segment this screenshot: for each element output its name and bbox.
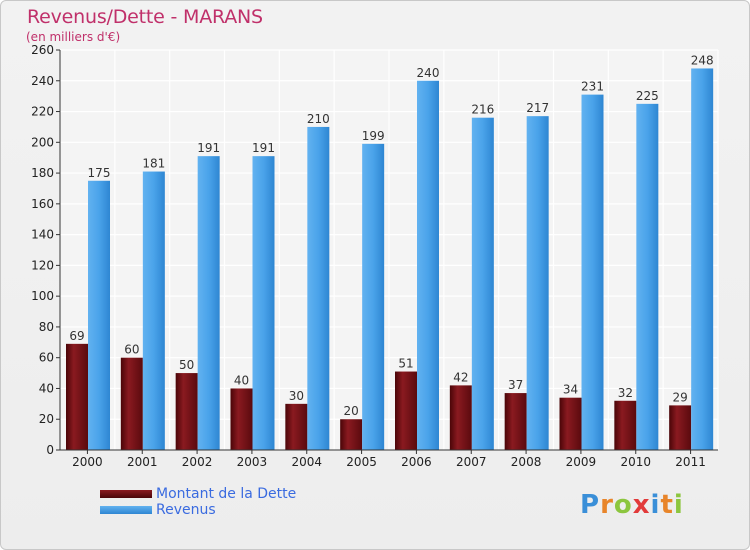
debt-bar bbox=[504, 393, 527, 450]
revenue-value-label: 181 bbox=[142, 157, 165, 171]
revenue-value-label: 199 bbox=[362, 129, 385, 143]
revenue-value-label: 217 bbox=[526, 101, 549, 115]
y-tick-label: 60 bbox=[39, 351, 54, 365]
legend-swatch-revenue bbox=[100, 506, 152, 514]
x-tick-label: 2009 bbox=[566, 455, 597, 469]
revenue-bar bbox=[88, 180, 110, 450]
revenue-value-label: 216 bbox=[471, 103, 494, 117]
debt-value-label: 69 bbox=[69, 329, 84, 343]
revenue-bar bbox=[142, 171, 165, 451]
y-tick-label: 220 bbox=[31, 105, 54, 119]
chart-title: Revenus/Dette - MARANS bbox=[27, 6, 263, 28]
revenue-value-label: 248 bbox=[691, 53, 714, 67]
debt-value-label: 29 bbox=[673, 390, 688, 404]
revenue-bar bbox=[417, 80, 439, 451]
legend-item-debt: Montant de la Dette bbox=[100, 486, 296, 502]
debt-value-label: 50 bbox=[179, 358, 194, 372]
logo-letter: x bbox=[632, 490, 651, 520]
bars bbox=[66, 68, 714, 451]
y-tick-label: 100 bbox=[31, 289, 54, 303]
revenue-value-label: 225 bbox=[636, 89, 659, 103]
debt-bar bbox=[669, 405, 692, 450]
revenue-bar bbox=[526, 116, 549, 451]
debt-value-label: 20 bbox=[344, 404, 359, 418]
debt-value-label: 32 bbox=[618, 386, 633, 400]
debt-value-label: 34 bbox=[563, 383, 578, 397]
debt-value-label: 51 bbox=[398, 357, 413, 371]
revenue-value-label: 231 bbox=[581, 80, 604, 94]
debt-value-label: 60 bbox=[124, 343, 139, 357]
y-tick-label: 80 bbox=[39, 320, 54, 334]
debt-bar bbox=[559, 397, 582, 450]
gridlines bbox=[59, 49, 719, 451]
debt-value-label: 37 bbox=[508, 378, 523, 392]
debt-bar bbox=[66, 343, 88, 450]
revenue-bar bbox=[471, 117, 494, 450]
logo-letter: t bbox=[660, 490, 674, 520]
data-labels: 69 175 60 181 50 191 40 191 30 210 20 199 51 240 42 216… bbox=[69, 53, 713, 418]
logo-letter: o bbox=[613, 490, 633, 520]
revenue-bar bbox=[197, 156, 220, 450]
revenue-bar bbox=[636, 103, 659, 450]
y-tick-label: 0 bbox=[46, 443, 54, 457]
chart-subtitle: (en milliers d'€) bbox=[26, 30, 121, 44]
debt-bar bbox=[285, 403, 308, 450]
axes: 0204060801001201401601802002202402602000… bbox=[31, 43, 718, 469]
debt-value-label: 30 bbox=[289, 389, 304, 403]
x-tick-label: 2004 bbox=[291, 455, 322, 469]
debt-bar bbox=[449, 385, 472, 450]
y-tick-label: 240 bbox=[31, 74, 54, 88]
legend: Montant de la Dette Revenus bbox=[100, 486, 296, 518]
x-tick-label: 2007 bbox=[456, 455, 487, 469]
x-tick-label: 2002 bbox=[182, 455, 213, 469]
proxiti-logo: Proxiti bbox=[580, 490, 684, 520]
y-tick-label: 40 bbox=[39, 381, 54, 395]
debt-value-label: 42 bbox=[453, 370, 468, 384]
x-tick-label: 2003 bbox=[237, 455, 268, 469]
y-tick-label: 20 bbox=[39, 412, 54, 426]
x-tick-label: 2005 bbox=[346, 455, 377, 469]
debt-bar bbox=[175, 373, 198, 450]
logo-letter: r bbox=[600, 490, 614, 520]
legend-label-debt: Montant de la Dette bbox=[156, 486, 297, 502]
revenue-bar bbox=[362, 143, 385, 450]
logo-letter: i bbox=[650, 490, 661, 520]
revenue-bar bbox=[252, 156, 275, 450]
revenue-value-label: 210 bbox=[307, 112, 330, 126]
revenue-bar bbox=[691, 68, 714, 450]
y-tick-label: 140 bbox=[31, 228, 54, 242]
revenue-value-label: 191 bbox=[197, 141, 220, 155]
x-tick-label: 2011 bbox=[675, 455, 706, 469]
logo-letter: i bbox=[673, 490, 684, 520]
x-tick-label: 2006 bbox=[401, 455, 432, 469]
revenue-value-label: 240 bbox=[417, 66, 440, 80]
logo-letter: P bbox=[580, 490, 601, 520]
x-tick-label: 2000 bbox=[72, 455, 103, 469]
revenue-value-label: 191 bbox=[252, 141, 275, 155]
legend-label-revenue: Revenus bbox=[156, 502, 216, 518]
debt-bar bbox=[120, 357, 143, 450]
debt-value-label: 40 bbox=[234, 373, 249, 387]
debt-bar bbox=[614, 400, 637, 450]
legend-swatch-debt bbox=[100, 490, 152, 498]
y-tick-label: 180 bbox=[31, 166, 54, 180]
x-tick-label: 2008 bbox=[511, 455, 542, 469]
legend-item-revenue: Revenus bbox=[100, 502, 296, 518]
y-tick-label: 200 bbox=[31, 135, 54, 149]
debt-bar bbox=[395, 371, 417, 450]
revenue-bar bbox=[581, 94, 604, 450]
y-tick-label: 160 bbox=[31, 197, 54, 211]
y-tick-label: 260 bbox=[31, 43, 54, 57]
x-tick-label: 2001 bbox=[127, 455, 158, 469]
revenue-value-label: 175 bbox=[88, 166, 111, 180]
debt-bar bbox=[340, 419, 363, 450]
debt-bar bbox=[230, 388, 253, 450]
y-tick-label: 120 bbox=[31, 258, 54, 272]
x-tick-label: 2010 bbox=[620, 455, 651, 469]
revenue-bar bbox=[307, 126, 330, 450]
